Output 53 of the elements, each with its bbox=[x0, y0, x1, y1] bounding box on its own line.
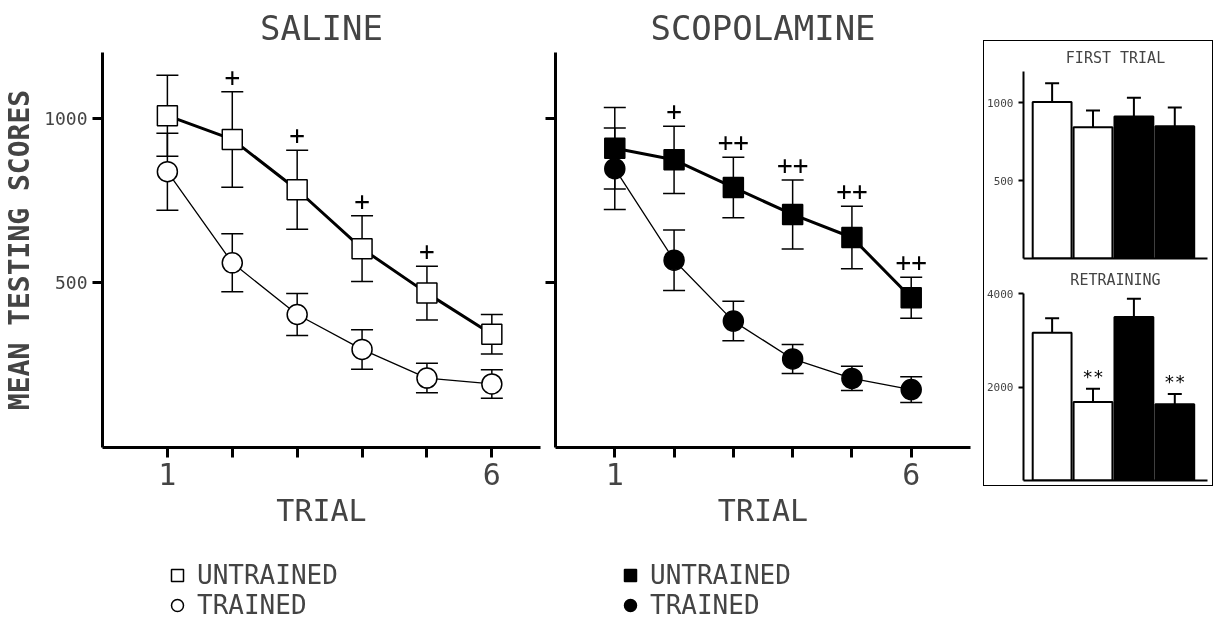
point bbox=[221, 252, 244, 274]
y-tick-label: 2000 bbox=[987, 381, 1014, 394]
point bbox=[604, 137, 626, 160]
data-label: ** bbox=[1082, 365, 1104, 387]
point bbox=[663, 149, 685, 171]
x-tick-label: 6 bbox=[902, 456, 921, 492]
y-tick-label: 1000 bbox=[44, 107, 88, 129]
point bbox=[722, 310, 745, 332]
point bbox=[663, 249, 685, 271]
x-axis-title: TRIAL bbox=[717, 492, 809, 528]
annotation: + bbox=[224, 61, 241, 92]
y-tick-label: 500 bbox=[54, 272, 88, 294]
x-tick-label: 1 bbox=[605, 456, 624, 492]
annotation: ++ bbox=[895, 247, 927, 278]
chart-title: RETRAINING bbox=[1070, 270, 1161, 289]
point bbox=[841, 226, 863, 249]
y-tick-label: 500 bbox=[993, 174, 1014, 188]
point bbox=[781, 348, 804, 370]
y-tick-label: 1000 bbox=[987, 96, 1014, 110]
legend-label: TRAINED bbox=[650, 590, 760, 620]
legend-label: UNTRAINED bbox=[197, 560, 338, 590]
data-label: ** bbox=[1163, 371, 1186, 393]
annotation: + bbox=[354, 185, 370, 216]
chart-title: FIRST TRIAL bbox=[1065, 48, 1166, 67]
point bbox=[156, 104, 179, 127]
x-axis-title: TRIAL bbox=[276, 492, 367, 528]
point bbox=[604, 157, 626, 180]
chart-title: SCOPOLAMINE bbox=[650, 7, 876, 48]
x-tick-label: 6 bbox=[482, 456, 501, 492]
point bbox=[416, 367, 438, 389]
annotation: + bbox=[666, 96, 682, 127]
point bbox=[781, 203, 804, 226]
point bbox=[481, 323, 503, 346]
point bbox=[351, 338, 373, 361]
point bbox=[156, 160, 179, 183]
point bbox=[286, 303, 308, 326]
point bbox=[722, 176, 745, 199]
point bbox=[351, 237, 373, 260]
point bbox=[221, 128, 244, 151]
point bbox=[416, 282, 438, 304]
legend-label: TRAINED bbox=[197, 590, 307, 620]
y-axis-title: MEAN TESTING SCORES bbox=[3, 89, 37, 411]
annotation: + bbox=[419, 236, 435, 267]
point bbox=[900, 286, 922, 309]
annotation: + bbox=[289, 120, 305, 151]
annotation: ++ bbox=[776, 149, 809, 180]
legend-label: UNTRAINED bbox=[650, 560, 791, 590]
x-tick-label: 1 bbox=[158, 456, 177, 492]
point bbox=[286, 179, 308, 201]
y-tick-label: 4000 bbox=[987, 287, 1014, 301]
annotation: ++ bbox=[836, 176, 868, 207]
chart-title: SALINE bbox=[260, 7, 383, 48]
annotation: ++ bbox=[717, 127, 750, 158]
